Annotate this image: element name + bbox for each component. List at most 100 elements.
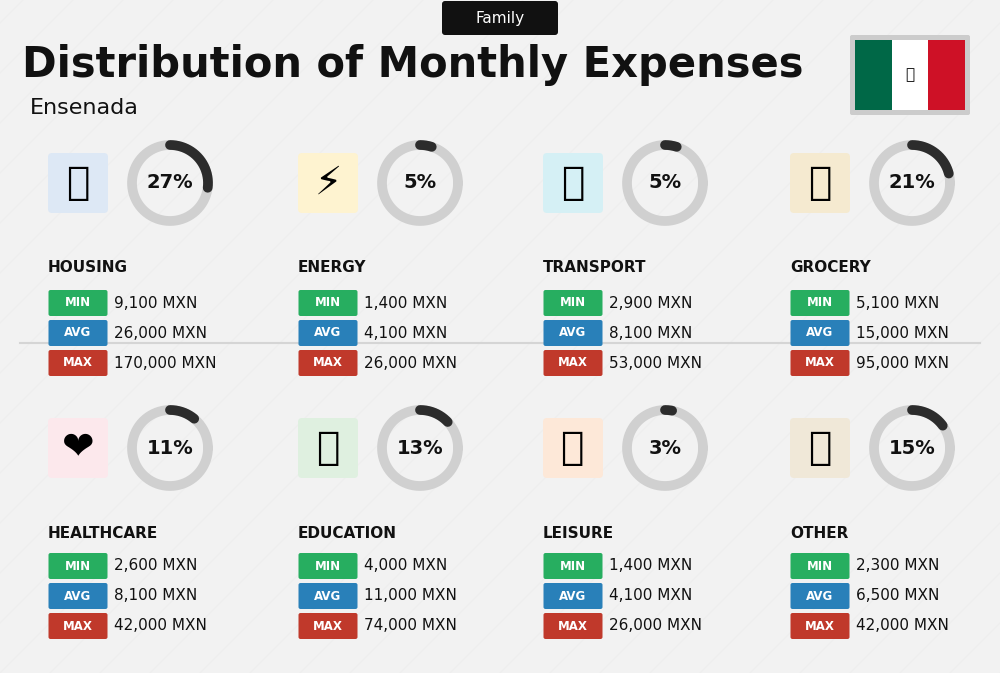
Text: 2,300 MXN: 2,300 MXN — [856, 559, 939, 573]
Text: 11,000 MXN: 11,000 MXN — [364, 588, 457, 604]
Text: MIN: MIN — [560, 297, 586, 310]
Text: AVG: AVG — [559, 326, 587, 339]
Text: 1,400 MXN: 1,400 MXN — [364, 295, 447, 310]
FancyBboxPatch shape — [48, 418, 108, 478]
Text: 2,900 MXN: 2,900 MXN — [609, 295, 692, 310]
FancyBboxPatch shape — [544, 320, 602, 346]
Text: MIN: MIN — [315, 559, 341, 573]
Text: 🛒: 🛒 — [808, 164, 832, 202]
Bar — [855, 40, 892, 110]
Text: Ensenada: Ensenada — [30, 98, 139, 118]
Text: MAX: MAX — [805, 620, 835, 633]
FancyBboxPatch shape — [543, 153, 603, 213]
Text: 2,600 MXN: 2,600 MXN — [114, 559, 197, 573]
FancyBboxPatch shape — [298, 320, 358, 346]
Text: 170,000 MXN: 170,000 MXN — [114, 355, 216, 371]
Text: 13%: 13% — [397, 439, 443, 458]
FancyBboxPatch shape — [790, 350, 850, 376]
Text: 11%: 11% — [147, 439, 193, 458]
Text: EDUCATION: EDUCATION — [298, 526, 397, 540]
Text: 4,100 MXN: 4,100 MXN — [609, 588, 692, 604]
Text: GROCERY: GROCERY — [790, 260, 871, 275]
FancyBboxPatch shape — [298, 553, 358, 579]
FancyBboxPatch shape — [790, 153, 850, 213]
Text: MAX: MAX — [805, 357, 835, 369]
Text: MAX: MAX — [313, 357, 343, 369]
FancyBboxPatch shape — [48, 350, 108, 376]
Text: MAX: MAX — [63, 620, 93, 633]
FancyBboxPatch shape — [442, 1, 558, 35]
Text: 9,100 MXN: 9,100 MXN — [114, 295, 197, 310]
FancyBboxPatch shape — [298, 290, 358, 316]
Text: MAX: MAX — [558, 620, 588, 633]
Text: 42,000 MXN: 42,000 MXN — [856, 618, 949, 633]
Text: HOUSING: HOUSING — [48, 260, 128, 275]
Text: 💼: 💼 — [808, 429, 832, 467]
Text: 6,500 MXN: 6,500 MXN — [856, 588, 939, 604]
FancyBboxPatch shape — [48, 320, 108, 346]
Text: AVG: AVG — [314, 590, 342, 602]
FancyBboxPatch shape — [790, 583, 850, 609]
Text: 🏢: 🏢 — [66, 164, 90, 202]
Text: 8,100 MXN: 8,100 MXN — [609, 326, 692, 341]
Text: AVG: AVG — [64, 590, 92, 602]
FancyBboxPatch shape — [790, 613, 850, 639]
FancyBboxPatch shape — [48, 553, 108, 579]
FancyBboxPatch shape — [48, 290, 108, 316]
Text: 53,000 MXN: 53,000 MXN — [609, 355, 702, 371]
Text: AVG: AVG — [806, 590, 834, 602]
FancyBboxPatch shape — [48, 613, 108, 639]
Text: 26,000 MXN: 26,000 MXN — [609, 618, 702, 633]
Text: 4,100 MXN: 4,100 MXN — [364, 326, 447, 341]
Text: TRANSPORT: TRANSPORT — [543, 260, 646, 275]
Text: 21%: 21% — [889, 174, 935, 192]
Text: 15,000 MXN: 15,000 MXN — [856, 326, 949, 341]
Text: MIN: MIN — [560, 559, 586, 573]
Text: AVG: AVG — [559, 590, 587, 602]
FancyBboxPatch shape — [850, 35, 970, 115]
Text: MAX: MAX — [313, 620, 343, 633]
Text: MIN: MIN — [807, 297, 833, 310]
Text: ENERGY: ENERGY — [298, 260, 366, 275]
Text: AVG: AVG — [64, 326, 92, 339]
Text: Distribution of Monthly Expenses: Distribution of Monthly Expenses — [22, 44, 804, 86]
Text: OTHER: OTHER — [790, 526, 848, 540]
FancyBboxPatch shape — [790, 290, 850, 316]
FancyBboxPatch shape — [48, 583, 108, 609]
FancyBboxPatch shape — [48, 153, 108, 213]
Text: 95,000 MXN: 95,000 MXN — [856, 355, 949, 371]
Text: 74,000 MXN: 74,000 MXN — [364, 618, 457, 633]
Text: 5,100 MXN: 5,100 MXN — [856, 295, 939, 310]
Text: MAX: MAX — [558, 357, 588, 369]
Text: 4,000 MXN: 4,000 MXN — [364, 559, 447, 573]
Text: 26,000 MXN: 26,000 MXN — [114, 326, 207, 341]
FancyBboxPatch shape — [790, 553, 850, 579]
Text: ⚡: ⚡ — [314, 164, 342, 202]
FancyBboxPatch shape — [790, 320, 850, 346]
Text: LEISURE: LEISURE — [543, 526, 614, 540]
Text: 26,000 MXN: 26,000 MXN — [364, 355, 457, 371]
Text: 1,400 MXN: 1,400 MXN — [609, 559, 692, 573]
Text: 15%: 15% — [889, 439, 935, 458]
Text: 8,100 MXN: 8,100 MXN — [114, 588, 197, 604]
Text: 27%: 27% — [147, 174, 193, 192]
FancyBboxPatch shape — [544, 290, 602, 316]
Text: 🚌: 🚌 — [561, 164, 585, 202]
Bar — [928, 40, 965, 110]
FancyBboxPatch shape — [544, 350, 602, 376]
FancyBboxPatch shape — [298, 583, 358, 609]
FancyBboxPatch shape — [298, 350, 358, 376]
Text: AVG: AVG — [806, 326, 834, 339]
Text: MIN: MIN — [65, 297, 91, 310]
FancyBboxPatch shape — [298, 153, 358, 213]
Text: HEALTHCARE: HEALTHCARE — [48, 526, 158, 540]
Text: MIN: MIN — [315, 297, 341, 310]
Text: 🛍️: 🛍️ — [561, 429, 585, 467]
Text: Family: Family — [475, 11, 525, 26]
Text: MIN: MIN — [807, 559, 833, 573]
FancyBboxPatch shape — [298, 418, 358, 478]
FancyBboxPatch shape — [544, 613, 602, 639]
Text: 42,000 MXN: 42,000 MXN — [114, 618, 207, 633]
Bar — [892, 40, 928, 110]
FancyBboxPatch shape — [298, 613, 358, 639]
